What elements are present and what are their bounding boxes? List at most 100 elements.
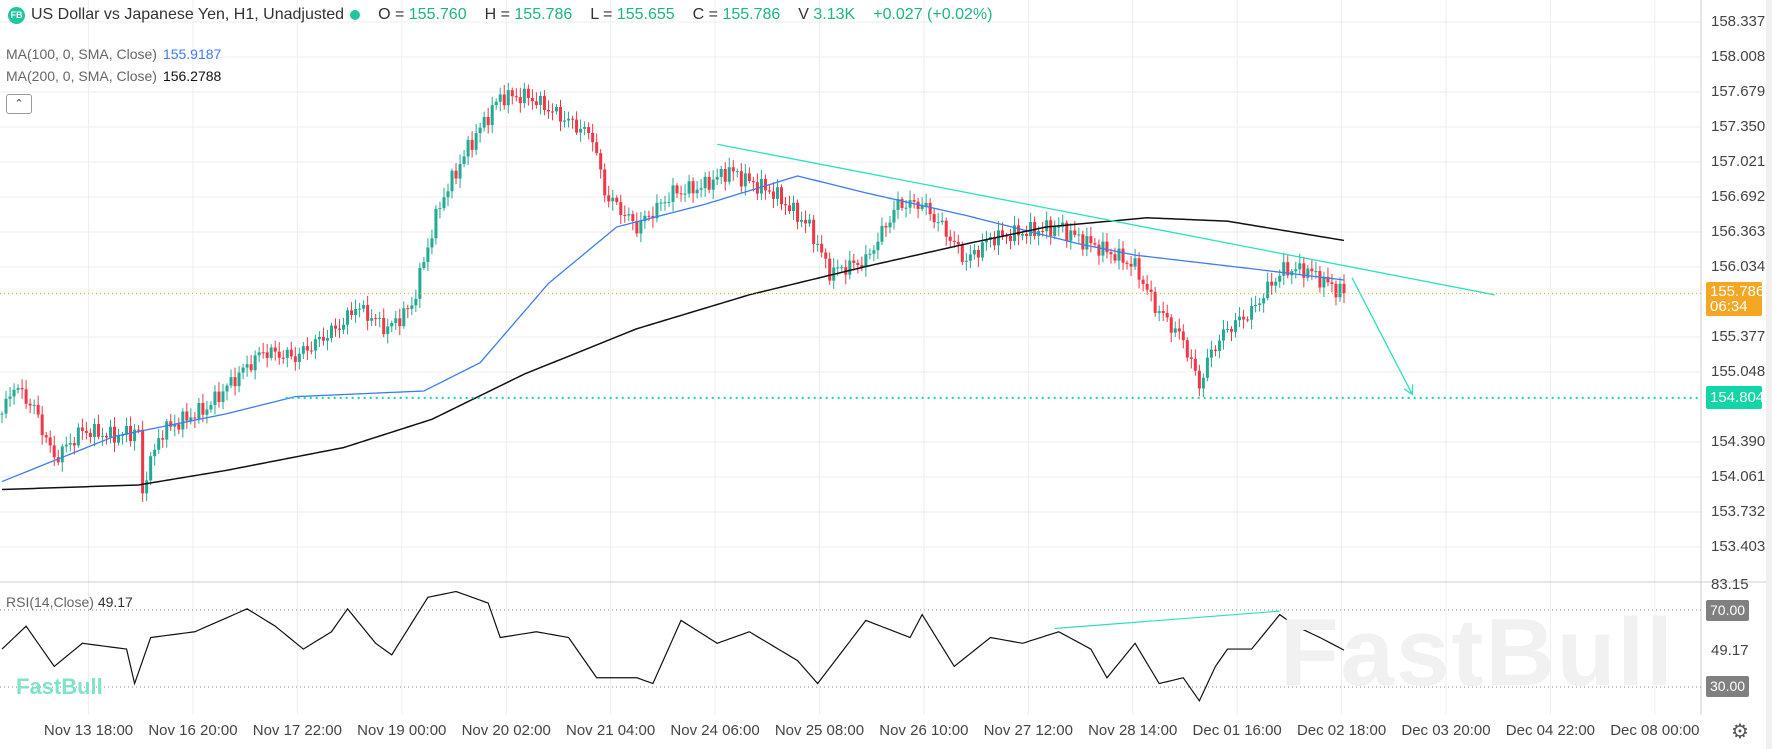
symbol-title[interactable]: US Dollar vs Japanese Yen, H1, Unadjuste… [31, 6, 345, 23]
trendline [717, 143, 1495, 296]
candle-body [470, 139, 474, 150]
candle-body [542, 95, 546, 110]
candle-body [683, 193, 687, 195]
candle-body [374, 318, 378, 320]
candle-body [860, 264, 864, 268]
candle-body [550, 111, 554, 113]
price-axis-tick: 153.403 [1711, 537, 1766, 555]
candle-body [16, 387, 20, 390]
candle-body [494, 101, 498, 106]
candle-body [1089, 236, 1093, 244]
candle-body [1041, 230, 1045, 232]
price-axis-tick: 154.061 [1711, 467, 1766, 485]
candle-body [1097, 244, 1101, 256]
candle-body [478, 127, 482, 134]
level-price-tag: 154.804 [1706, 386, 1764, 409]
candle-body [1069, 230, 1073, 241]
candle-body [482, 117, 486, 128]
time-axis-tick: Nov 26 10:00 [879, 722, 969, 739]
candle-body [1137, 258, 1141, 280]
candle-body [92, 424, 96, 437]
candle-body [1085, 236, 1089, 250]
candle-body [659, 202, 663, 204]
candle-body [454, 170, 458, 179]
candle-body [643, 215, 647, 222]
candle-body [325, 338, 329, 341]
candle-body [350, 310, 354, 316]
candle-body [1193, 358, 1197, 371]
candle-body [1049, 220, 1053, 236]
candle-body [333, 325, 337, 329]
candle-body [731, 167, 735, 172]
candle-body [113, 426, 117, 443]
collapse-legend-button[interactable]: ⌃ [6, 94, 32, 114]
candle-body [462, 156, 466, 164]
candle-body [201, 403, 205, 415]
candle-body [12, 389, 16, 397]
candle-body [567, 118, 571, 121]
ma100-line [1, 175, 1345, 483]
ma100-legend[interactable]: MA(100, 0, SMA, Close) 155.9187 [6, 46, 221, 62]
candle-body [707, 176, 711, 190]
candle-body [157, 438, 161, 450]
time-axis-tick: Nov 17 22:00 [252, 722, 342, 739]
candle-body [972, 249, 976, 255]
candle-body [546, 109, 550, 112]
candle-body [1270, 281, 1274, 286]
candle-body [924, 202, 928, 207]
candle-body [72, 443, 76, 446]
volume-label: V [798, 6, 809, 23]
candle-body [1302, 263, 1306, 278]
candle-body [20, 387, 24, 390]
candle-body [1334, 283, 1338, 298]
ma200-legend[interactable]: MA(200, 0, SMA, Close) 156.2788 [6, 68, 221, 84]
candle-body [792, 202, 796, 212]
time-axis-tick: Dec 03 20:00 [1401, 722, 1491, 739]
candle-body [812, 219, 816, 244]
arrow-line [1351, 277, 1413, 395]
candle-body [217, 391, 221, 403]
candle-body [52, 445, 56, 458]
candle-body [285, 349, 289, 358]
time-axis-tick: Nov 21 04:00 [566, 722, 656, 739]
candle-body [1274, 281, 1278, 286]
candle-body [305, 346, 309, 351]
candle-body [816, 243, 820, 245]
market-status-dot-icon [350, 10, 361, 20]
candle-body [297, 353, 301, 362]
candle-body [386, 326, 390, 335]
time-axis-tick: Nov 24 06:00 [670, 722, 760, 739]
candle-body [723, 169, 727, 182]
candle-body [221, 391, 225, 403]
candle-body [960, 244, 964, 262]
candle-body [498, 94, 502, 102]
settings-gear-icon[interactable]: ⚙ [1731, 721, 1749, 743]
candle-body [687, 181, 691, 194]
candle-body [88, 432, 92, 437]
rsi-legend[interactable]: RSI(14,Close) 49.17 [6, 594, 133, 610]
candle-body [225, 385, 229, 392]
candle-body [554, 106, 558, 112]
rsi-70-tag: 70.00 [1706, 600, 1749, 621]
candle-body [1221, 329, 1225, 341]
price-axis-tick: 156.363 [1711, 223, 1766, 241]
candle-body [265, 352, 269, 358]
candle-body [40, 414, 44, 436]
candle-body [44, 435, 48, 438]
candle-body [510, 90, 514, 97]
candle-body [775, 187, 779, 199]
price-axis-tick: 155.377 [1711, 327, 1766, 345]
candle-body [76, 427, 80, 446]
candle-body [1201, 377, 1205, 389]
candle-body [321, 336, 325, 341]
candle-body [1278, 275, 1282, 282]
candle-body [771, 191, 775, 199]
candle-body [153, 449, 157, 457]
candle-body [1105, 241, 1109, 253]
candle-body [788, 205, 792, 212]
candle-body [595, 142, 599, 154]
candle-body [4, 398, 8, 414]
candle-body [1197, 370, 1201, 389]
candle-body [691, 181, 695, 194]
